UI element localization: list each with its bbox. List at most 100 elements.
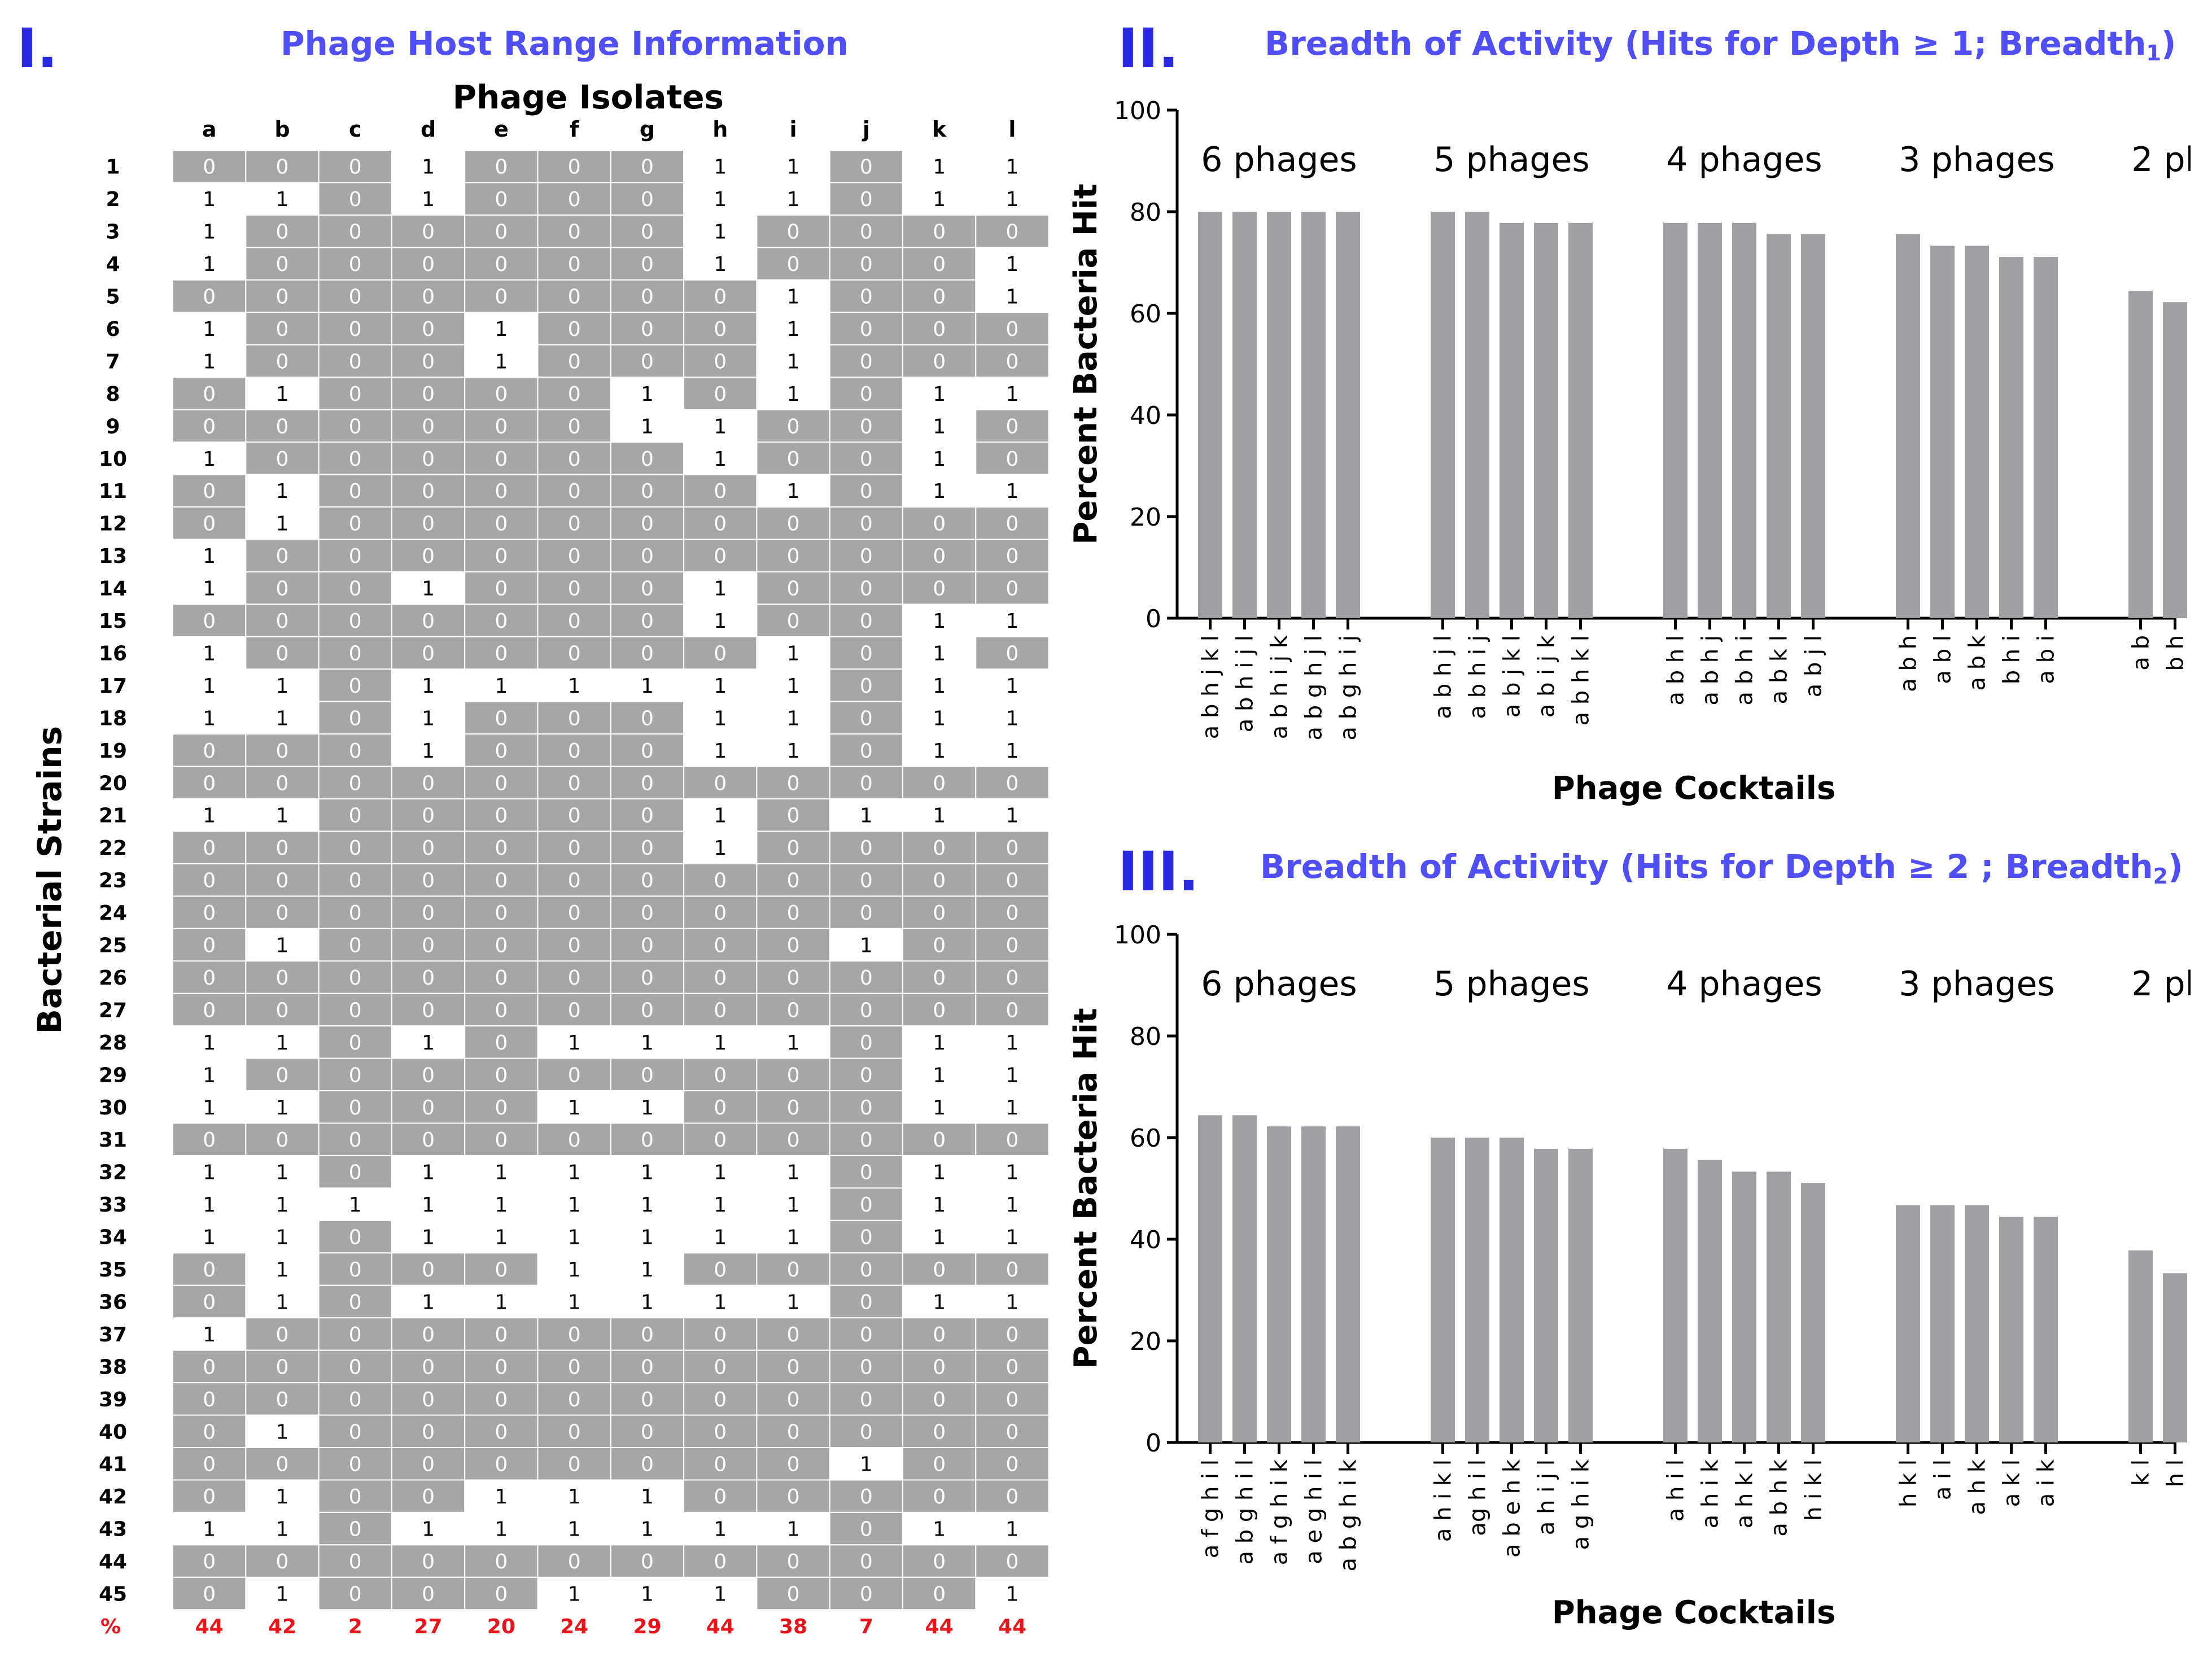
grid-cell-value: 0 (203, 934, 216, 958)
grid-cell-value: 0 (568, 578, 581, 601)
grid-cell-value: 0 (568, 740, 581, 763)
grid-cell-value: 1 (422, 1031, 435, 1055)
grid-cell-shade (829, 733, 903, 767)
grid-cell-shade (902, 247, 977, 281)
grid-cell-value: 0 (1006, 1258, 1018, 1282)
grid-cell-shade (318, 928, 392, 962)
grid-cell-shade (610, 863, 685, 897)
x-tick-label: a b h k (1767, 1459, 1793, 1536)
grid-cell-value: 0 (349, 642, 362, 665)
grid-cell-value: 0 (860, 1129, 873, 1152)
y-tick-label: 80 (1130, 198, 1161, 227)
grid-cell-value: 0 (495, 707, 508, 730)
grid-cell-value: 0 (1006, 578, 1018, 601)
grid-cell-value: 0 (422, 934, 435, 958)
row-label: 25 (99, 934, 127, 958)
grid-cell-value: 0 (276, 286, 288, 309)
row-label: 3 (106, 221, 120, 244)
grid-cell-value: 1 (787, 156, 800, 179)
grid-cell-value: 1 (276, 1518, 288, 1541)
grid-cell-shade (756, 247, 830, 281)
grid-cell-value: 1 (1006, 1291, 1018, 1314)
y-tick-label: 60 (1130, 300, 1161, 329)
grid-cell-shade (391, 1090, 466, 1124)
grid-cell-value: 0 (349, 1291, 362, 1314)
grid-cell-value: 0 (641, 1550, 654, 1573)
grid-cell-value: 0 (860, 188, 873, 211)
grid-cell-shade (245, 571, 320, 605)
grid-cell-value: 0 (203, 902, 216, 925)
grid-cell-value: 1 (933, 707, 946, 730)
grid-cell-value: 1 (714, 1161, 727, 1184)
grid-cell-value: 0 (349, 1453, 362, 1476)
grid-cell-shade (829, 1025, 903, 1059)
percent-value: 44 (998, 1615, 1026, 1638)
grid-cell-value: 0 (568, 869, 581, 893)
grid-cell-shade (318, 1349, 392, 1384)
grid-cell-value: 1 (203, 253, 216, 276)
grid-cell-shade (318, 1414, 392, 1449)
x-tick-label: a b l (1930, 635, 1956, 684)
row-label: 7 (106, 350, 120, 373)
grid-cell-value: 1 (933, 642, 946, 665)
grid-cell-value: 0 (1006, 869, 1018, 893)
grid-cell-value: 0 (860, 1291, 873, 1314)
grid-cell-value: 1 (1006, 1161, 1018, 1184)
grid-cell-value: 0 (568, 156, 581, 179)
grid-cell-shade (902, 863, 977, 897)
grid-cell-value: 0 (787, 1356, 800, 1379)
grid-cell-value: 1 (714, 1518, 727, 1541)
grid-cell-value: 1 (349, 1193, 362, 1217)
grid-cell-shade (464, 830, 539, 864)
grid-cell-value: 1 (933, 1031, 946, 1055)
grid-cell-value: 0 (860, 415, 873, 438)
bar (2163, 302, 2187, 618)
grid-cell-value: 1 (203, 1193, 216, 1217)
row-label: 20 (99, 772, 127, 795)
x-tick-label: a b h i j l (1232, 635, 1258, 732)
grid-cell-value: 1 (714, 1031, 727, 1055)
grid-cell-value: 1 (276, 1583, 288, 1606)
grid-cell-value: 0 (349, 610, 362, 633)
grid-cell-shade (829, 701, 903, 735)
grid-cell-value: 0 (568, 707, 581, 730)
grid-cell-shade (537, 636, 611, 670)
grid-cell-value: 0 (349, 1031, 362, 1055)
grid-cell-value: 0 (860, 1485, 873, 1509)
grid-cell-shade (464, 1090, 539, 1124)
grid-cell-value: 1 (203, 675, 216, 698)
grid-cell-shade (975, 863, 1050, 897)
grid-cell-shade (829, 604, 903, 637)
grid-cell-value: 0 (714, 1129, 727, 1152)
x-tick-label: a g h i k (1568, 1459, 1594, 1550)
x-tick-label: b h (2163, 635, 2189, 671)
grid-cell-value: 0 (422, 221, 435, 244)
grid-cell-value: 0 (495, 545, 508, 568)
grid-cell-value: 0 (349, 869, 362, 893)
panel-3-title: Breadth of Activity (Hits for Depth ≥ 2 … (1260, 850, 2183, 887)
grid-cell-shade (537, 279, 611, 313)
group-label: 5 phages (1433, 964, 1589, 1004)
grid-cell-value: 0 (495, 610, 508, 633)
grid-cell-value: 0 (568, 999, 581, 1022)
bar (2034, 1217, 2058, 1442)
bar (1767, 234, 1791, 619)
grid-cell-value: 0 (349, 1420, 362, 1444)
grid-cell-shade (318, 733, 392, 767)
grid-cell-shade (756, 830, 830, 864)
grid-cell-shade (975, 928, 1050, 962)
grid-cell-value: 0 (933, 1323, 946, 1346)
grid-cell-value: 1 (203, 1518, 216, 1541)
grid-cell-shade (245, 993, 320, 1027)
x-tick-label: a h i k (1698, 1459, 1724, 1528)
row-label: 2 (106, 188, 120, 211)
grid-cell-value: 0 (933, 1583, 946, 1606)
grid-cell-value: 0 (349, 415, 362, 438)
grid-cell-value: 0 (860, 480, 873, 503)
grid-cell-value: 0 (495, 1031, 508, 1055)
grid-cell-value: 0 (860, 869, 873, 893)
grid-cell-shade (464, 766, 539, 800)
grid-cell-value: 1 (641, 1583, 654, 1606)
grid-cell-value: 0 (568, 383, 581, 406)
grid-cell-value: 1 (203, 188, 216, 211)
